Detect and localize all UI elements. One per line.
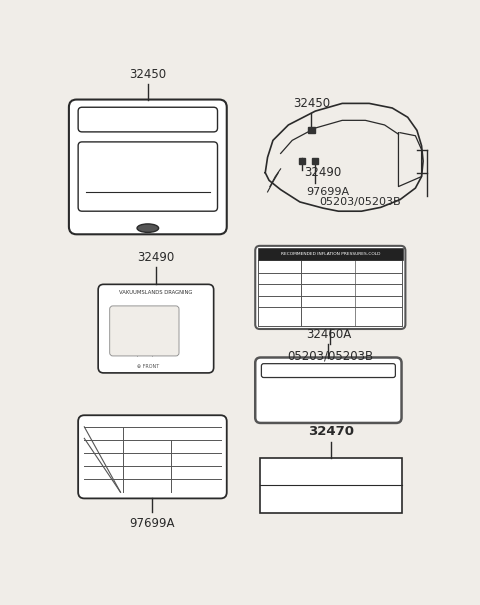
FancyBboxPatch shape <box>78 415 227 499</box>
Text: RECOMMENDED INFLATION PRESSURES-COLD: RECOMMENDED INFLATION PRESSURES-COLD <box>281 252 380 257</box>
Bar <box>299 158 305 164</box>
Text: 05203/05203B: 05203/05203B <box>287 350 373 363</box>
Text: 32490: 32490 <box>304 166 342 179</box>
Text: 32460A: 32460A <box>306 327 351 341</box>
Bar <box>258 248 403 261</box>
Text: 32450: 32450 <box>129 68 167 81</box>
Text: 32450: 32450 <box>293 97 330 110</box>
Text: ⊕ FRONT: ⊕ FRONT <box>137 364 159 369</box>
Text: 97699A: 97699A <box>130 517 175 530</box>
FancyBboxPatch shape <box>262 364 396 378</box>
FancyBboxPatch shape <box>98 284 214 373</box>
FancyBboxPatch shape <box>78 142 217 211</box>
Text: 97699A: 97699A <box>306 188 349 197</box>
FancyBboxPatch shape <box>78 107 217 132</box>
Bar <box>312 158 318 164</box>
Bar <box>308 127 314 134</box>
Bar <box>260 457 402 513</box>
FancyBboxPatch shape <box>255 358 402 423</box>
FancyBboxPatch shape <box>69 100 227 234</box>
FancyBboxPatch shape <box>110 306 179 356</box>
Text: 32490: 32490 <box>137 251 175 264</box>
Text: 05203/05203B: 05203/05203B <box>319 197 401 206</box>
FancyBboxPatch shape <box>255 246 406 329</box>
Text: VAKUUMSLANDS DRAGNING: VAKUUMSLANDS DRAGNING <box>119 290 192 295</box>
Ellipse shape <box>137 224 158 232</box>
Text: 32470: 32470 <box>308 425 354 439</box>
